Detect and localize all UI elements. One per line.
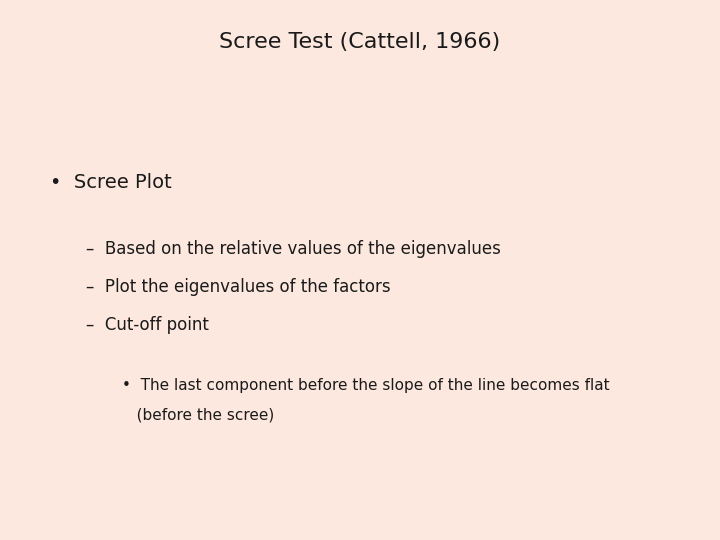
Text: •  The last component before the slope of the line becomes flat: • The last component before the slope of… [122, 378, 610, 393]
Text: •  Scree Plot: • Scree Plot [50, 173, 172, 192]
Text: –  Plot the eigenvalues of the factors: – Plot the eigenvalues of the factors [86, 278, 391, 296]
Text: –  Cut-off point: – Cut-off point [86, 316, 210, 334]
Text: Scree Test (Cattell, 1966): Scree Test (Cattell, 1966) [220, 32, 500, 52]
Text: (before the scree): (before the scree) [122, 408, 274, 423]
Text: –  Based on the relative values of the eigenvalues: – Based on the relative values of the ei… [86, 240, 501, 258]
